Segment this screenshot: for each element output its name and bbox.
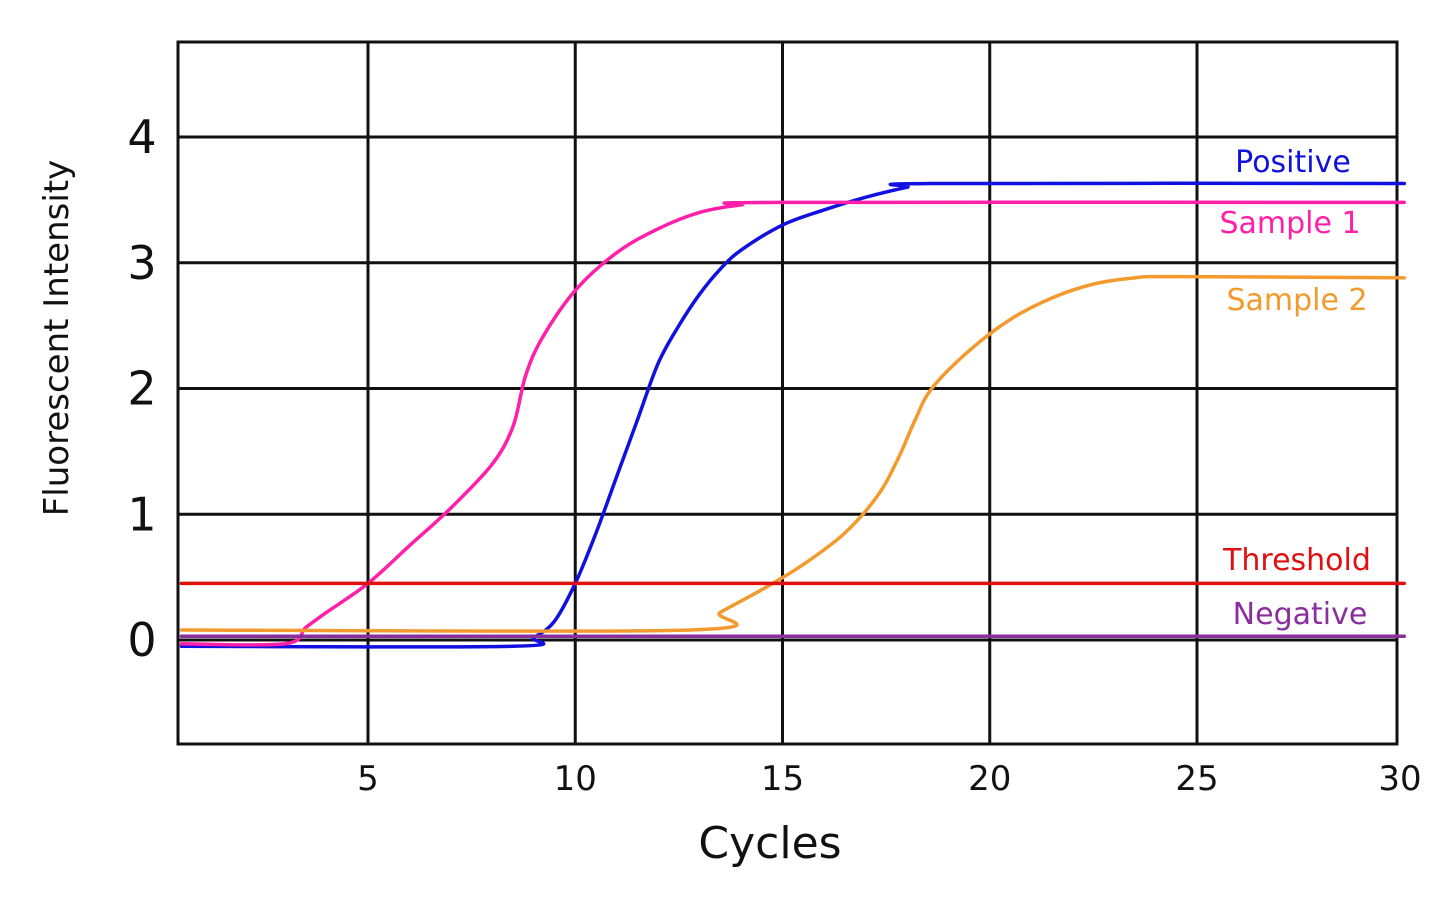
x-tick-labels: 5 10 15 20 25 30 bbox=[357, 759, 1421, 799]
plot-area bbox=[176, 40, 1399, 746]
y-tick-labels: 0 1 2 3 4 bbox=[127, 110, 156, 667]
y-tick-label: 1 bbox=[127, 487, 156, 541]
x-tick-label: 10 bbox=[554, 759, 597, 799]
x-tick-label: 30 bbox=[1378, 759, 1421, 799]
y-axis-label: Fluorescent Intensity bbox=[37, 160, 77, 517]
x-tick-label: 5 bbox=[357, 759, 379, 799]
series-lines bbox=[179, 181, 1406, 649]
x-tick-label: 15 bbox=[761, 759, 804, 799]
series-label-threshold: Threshold bbox=[1222, 543, 1371, 578]
x-tick-label: 20 bbox=[968, 759, 1011, 799]
series-line-sample-1 bbox=[179, 200, 1406, 647]
series-label-negative: Negative bbox=[1233, 597, 1368, 632]
series-label-sample-1: Sample 1 bbox=[1219, 206, 1360, 241]
y-tick-label: 3 bbox=[127, 236, 156, 290]
y-tick-label: 2 bbox=[127, 362, 156, 416]
series-label-positive: Positive bbox=[1235, 145, 1351, 180]
plot-frame bbox=[176, 40, 1399, 746]
y-tick-label: 0 bbox=[127, 613, 156, 667]
x-axis-label: Cycles bbox=[698, 818, 841, 869]
series-line-positive bbox=[179, 181, 1406, 649]
series-label-sample-2: Sample 2 bbox=[1226, 283, 1367, 318]
x-tick-label: 25 bbox=[1175, 759, 1218, 799]
series-line-sample-2 bbox=[179, 274, 1406, 633]
y-tick-label: 4 bbox=[127, 110, 156, 164]
series-labels: Positive Sample 1 Sample 2 Threshold Negativ… bbox=[1219, 145, 1370, 632]
